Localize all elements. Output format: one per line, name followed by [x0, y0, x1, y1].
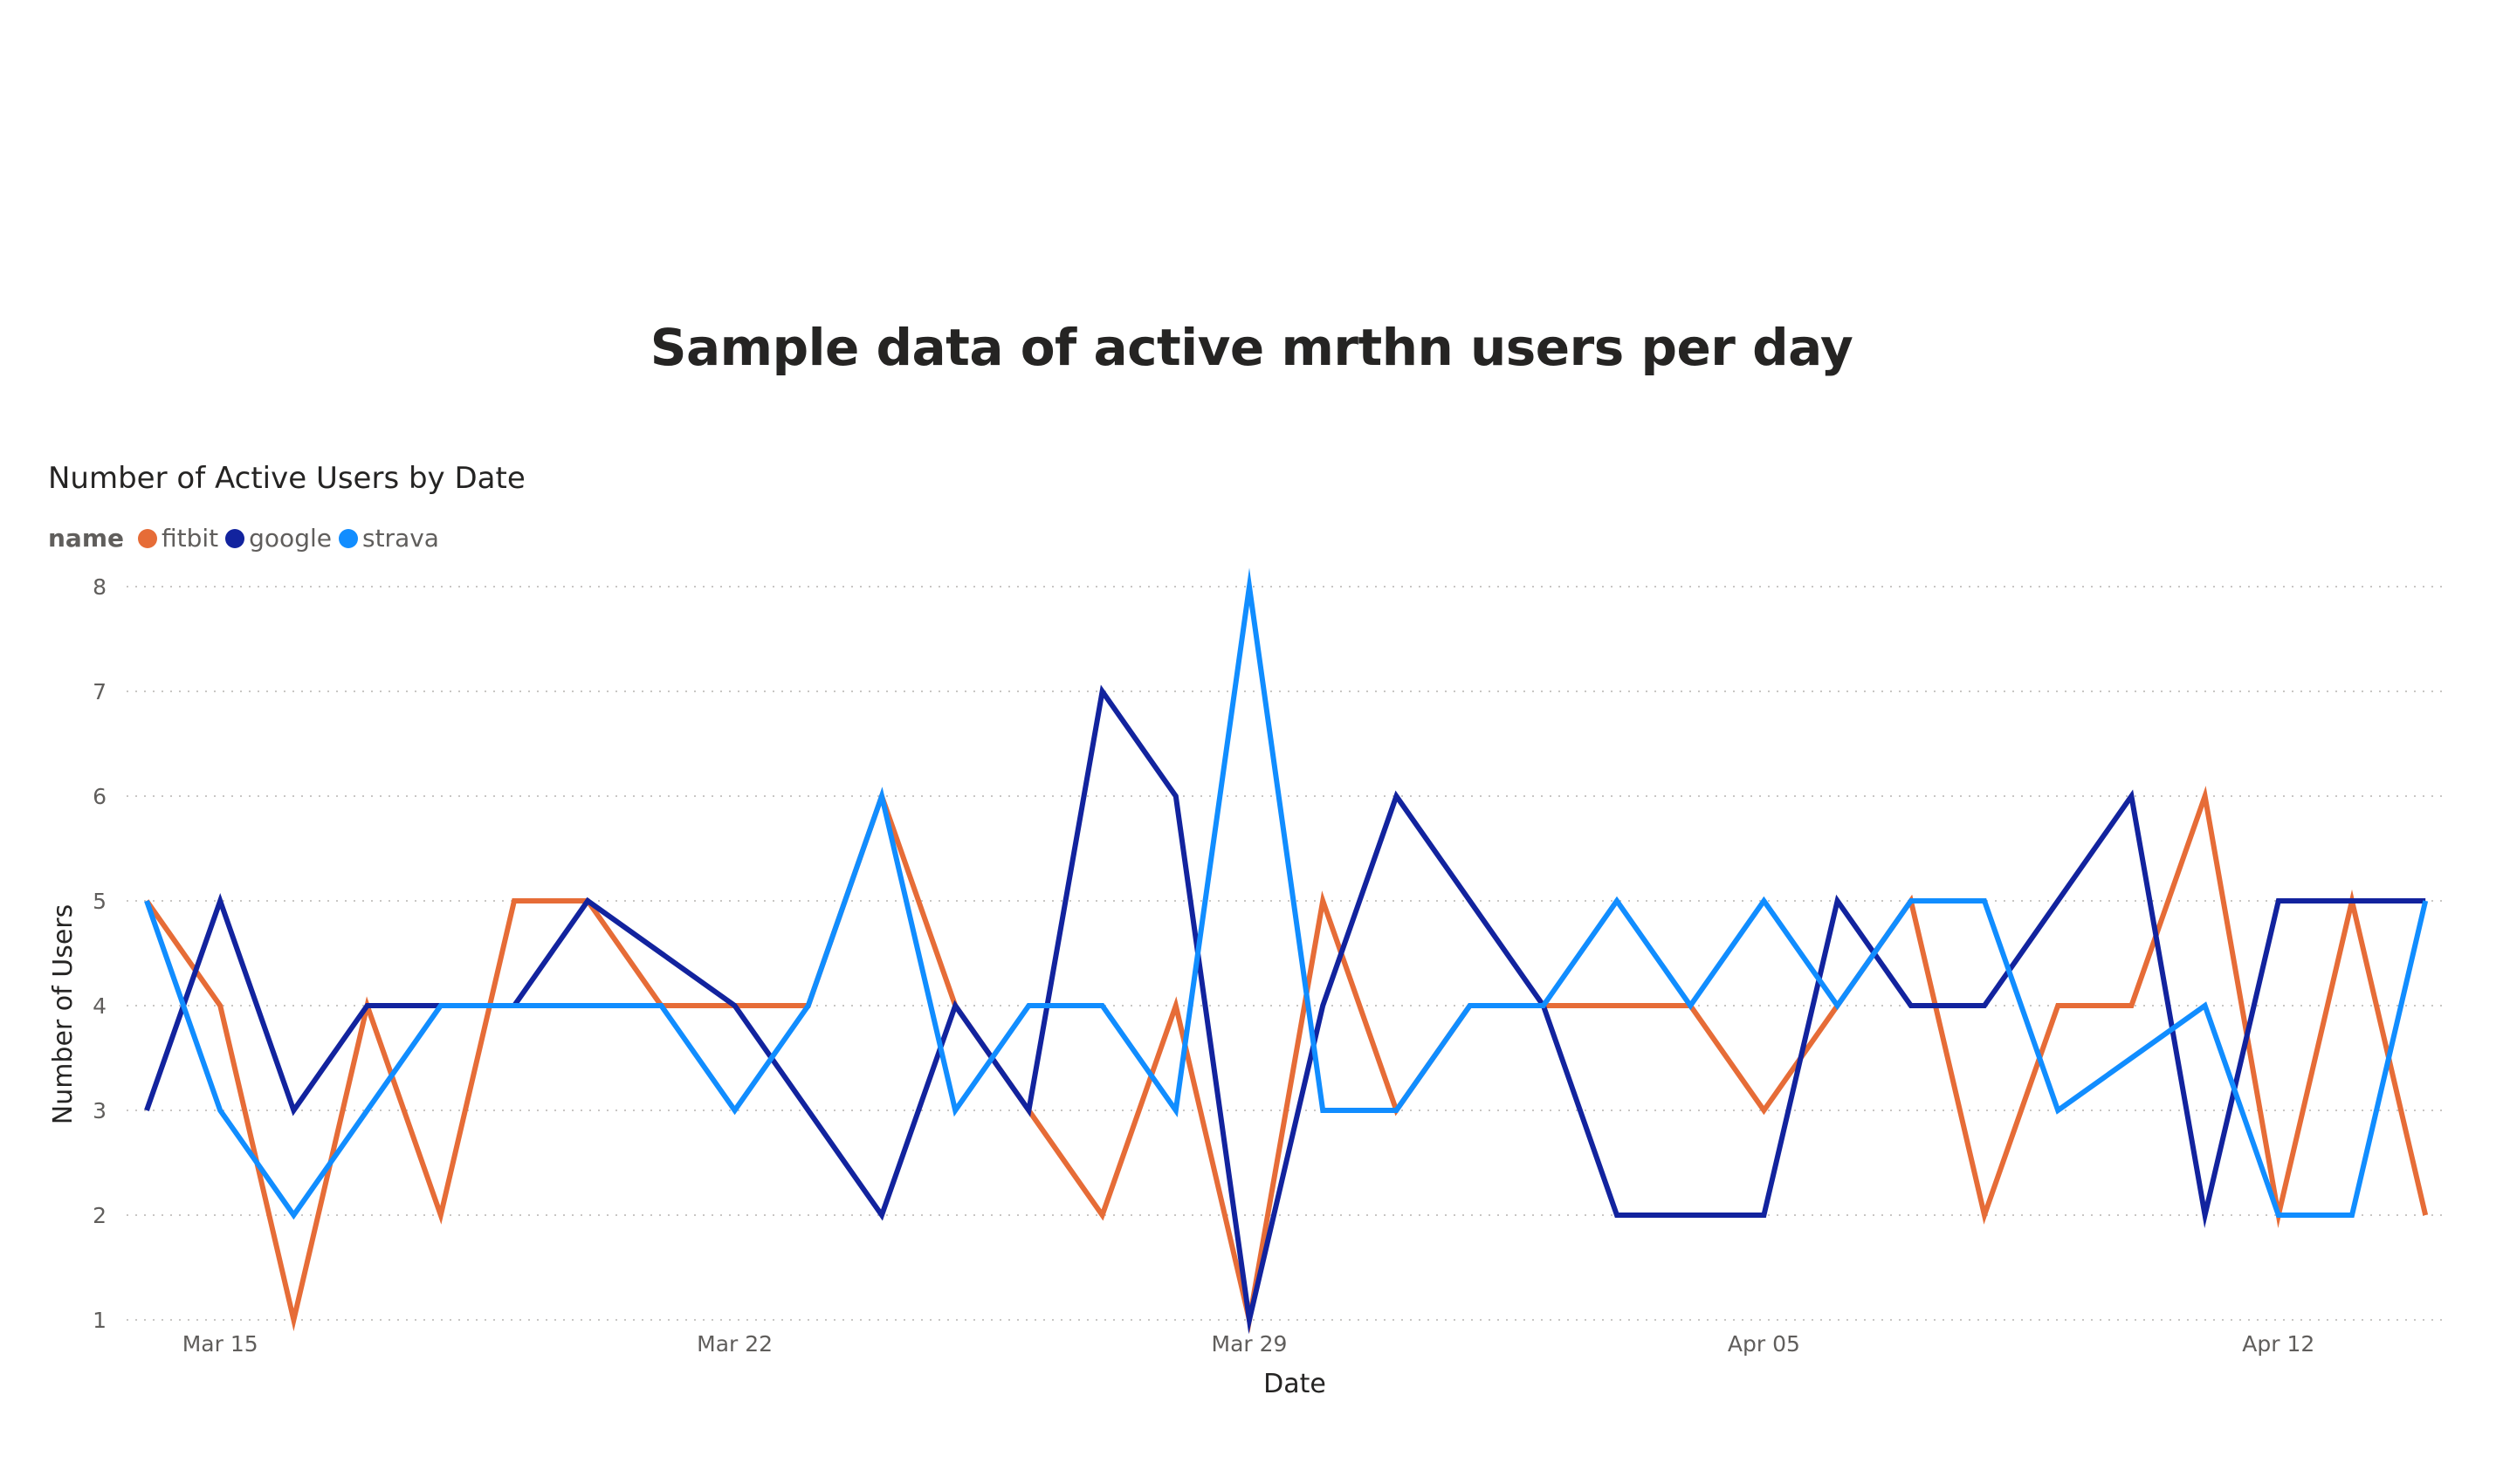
y-tick-label: 5 [93, 889, 107, 914]
x-tick-label: Apr 12 [2242, 1331, 2314, 1357]
legend-marker-strava [338, 528, 358, 548]
legend-item-google[interactable]: google [225, 524, 332, 553]
chart-title: Number of Active Users by Date [48, 461, 526, 496]
series-lines [144, 567, 2429, 1335]
series-line-fitbit [144, 786, 2429, 1333]
x-axis-title: Date [1263, 1369, 1326, 1399]
series-line-strava [144, 567, 2429, 1220]
y-tick-label: 7 [93, 679, 107, 704]
y-tick-label: 3 [93, 1098, 107, 1123]
y-tick-label: 4 [93, 993, 107, 1019]
legend-title: name [48, 524, 124, 553]
y-tick-label: 8 [93, 574, 107, 600]
x-axis-ticks: Mar 15 Mar 22 Mar 29 Apr 05 Apr 12 [182, 1331, 2315, 1357]
x-tick-label: Mar 15 [182, 1331, 258, 1357]
y-tick-label: 2 [93, 1203, 107, 1228]
legend-label-fitbit: fitbit [162, 524, 219, 553]
y-tick-label: 6 [93, 784, 107, 809]
page-title: Sample data of active mrthn users per da… [650, 318, 1853, 377]
y-axis-ticks: 1 2 3 4 5 6 7 8 [93, 574, 107, 1333]
legend-item-fitbit[interactable]: fitbit [138, 524, 218, 553]
x-tick-label: Mar 22 [697, 1331, 773, 1357]
chart-legend: name fitbit google strava [48, 524, 446, 553]
legend-item-strava[interactable]: strava [338, 524, 439, 553]
x-tick-label: Mar 29 [1212, 1331, 1288, 1357]
y-tick-label: 1 [93, 1308, 107, 1333]
gridlines [127, 586, 2449, 1321]
legend-label-google: google [249, 524, 332, 553]
legend-marker-google [225, 528, 245, 548]
series-line-google [144, 684, 2426, 1335]
legend-label-strava: strava [361, 524, 439, 553]
x-tick-label: Apr 05 [1728, 1331, 1800, 1357]
legend-marker-fitbit [138, 528, 157, 548]
y-axis-title: Number of Users [48, 904, 79, 1125]
